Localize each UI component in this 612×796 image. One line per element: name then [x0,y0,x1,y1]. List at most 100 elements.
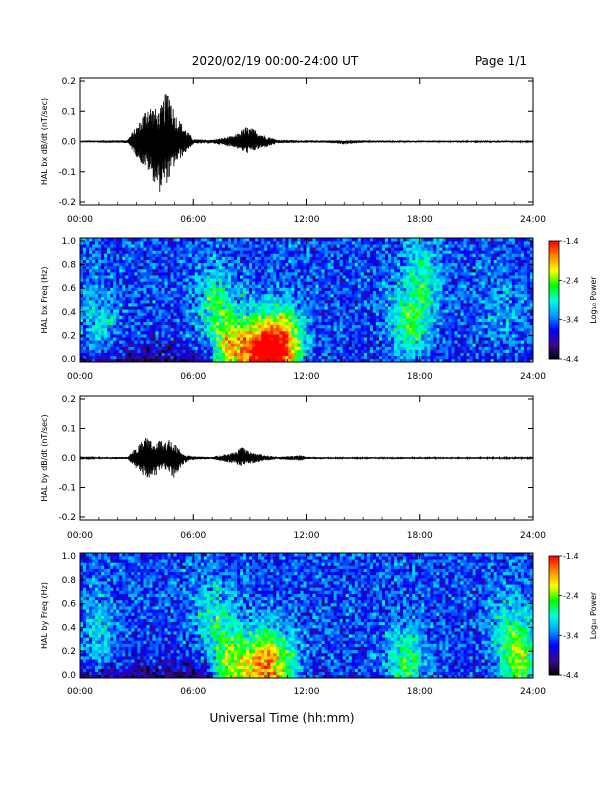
heat-cell [143,250,146,253]
heat-cell [427,278,430,281]
heat-cell [131,343,134,346]
heat-cell [134,257,137,260]
heat-cell [316,250,319,253]
heat-cell [180,319,183,322]
heat-cell [201,316,204,319]
heat-cell [376,347,379,350]
heat-cell [415,353,418,356]
heat-cell [131,254,134,257]
heat-cell [204,260,207,263]
heat-cell [310,340,313,343]
heat-cell [322,343,325,346]
heat-cell [83,278,86,281]
heat-cell [373,291,376,294]
heat-cell [340,288,343,291]
heat-cell [313,285,316,288]
heat-cell [255,322,258,325]
heat-cell [291,325,294,328]
heat-cell [207,278,210,281]
heat-cell [159,306,162,309]
heat-cell [334,275,337,278]
heat-cell [319,347,322,350]
heat-cell [101,254,104,257]
heat-cell [171,244,174,247]
heat-cell [388,306,391,309]
heat-cell [297,275,300,278]
heat-cell [234,331,237,334]
heat-cell [424,312,427,315]
heat-cell [270,241,273,244]
heat-cell [316,247,319,250]
heat-cell [156,266,159,269]
heat-cell [249,291,252,294]
heat-cell [152,334,155,337]
heat-cell [276,347,279,350]
heat-cell [171,263,174,266]
heat-cell [104,306,107,309]
heat-cell [252,356,255,359]
heat-cell [343,353,346,356]
heat-cell [436,238,439,241]
heat-cell [300,241,303,244]
heat-cell [174,322,177,325]
heat-cell [439,331,442,334]
heat-cell [234,306,237,309]
heat-cell [107,291,110,294]
heat-cell [210,244,213,247]
heat-cell [349,337,352,340]
heat-cell [98,257,101,260]
heat-cell [95,331,98,334]
heat-cell [122,350,125,353]
heat-cell [316,285,319,288]
heat-cell [403,238,406,241]
heat-cell [382,266,385,269]
heat-cell [373,294,376,297]
heat-cell [246,353,249,356]
heat-cell [183,331,186,334]
heat-cell [400,294,403,297]
heat-cell [128,244,131,247]
heat-cell [83,269,86,272]
heat-cell [267,334,270,337]
heat-cell [319,269,322,272]
heat-cell [131,353,134,356]
heat-cell [445,260,448,263]
heat-cell [334,347,337,350]
heat-cell [180,278,183,281]
heat-cell [146,247,149,250]
heat-cell [403,278,406,281]
heat-cell [346,297,349,300]
heat-cell [400,269,403,272]
heat-cell [409,257,412,260]
heat-cell [243,285,246,288]
heat-cell [334,272,337,275]
heat-cell [373,322,376,325]
heat-cell [168,281,171,284]
heat-cell [355,343,358,346]
heat-cell [183,275,186,278]
heat-cell [219,275,222,278]
heat-cell [448,340,451,343]
heat-cell [379,303,382,306]
heat-cell [89,340,92,343]
heat-cell [128,263,131,266]
heat-cell [246,322,249,325]
heat-cell [234,312,237,315]
heat-cell [334,238,337,241]
heat-cell [382,343,385,346]
heat-cell [159,278,162,281]
heat-cell [149,294,152,297]
heat-cell [219,347,222,350]
heat-cell [279,266,282,269]
heat-cell [297,303,300,306]
heat-cell [83,316,86,319]
heat-cell [110,247,113,250]
heat-cell [418,312,421,315]
heat-cell [328,294,331,297]
heat-cell [137,347,140,350]
heat-cell [83,244,86,247]
heat-cell [349,319,352,322]
heat-cell [385,244,388,247]
heat-cell [168,263,171,266]
heat-cell [367,297,370,300]
